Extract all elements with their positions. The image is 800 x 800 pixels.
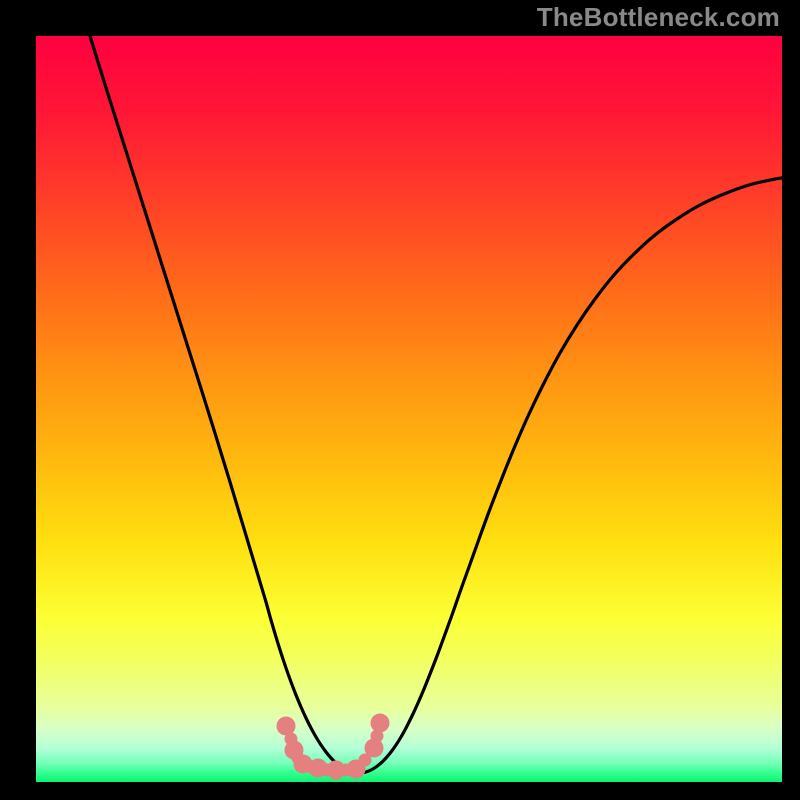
- highlight-marker: [285, 733, 298, 746]
- plot-area: [36, 36, 782, 782]
- watermark-text: TheBottleneck.com: [537, 2, 780, 33]
- gradient-background: [36, 36, 782, 782]
- highlight-marker: [292, 752, 305, 765]
- highlight-marker: [277, 717, 296, 736]
- highlight-marker: [371, 714, 390, 733]
- highlight-marker: [340, 764, 353, 777]
- highlight-marker: [359, 754, 372, 767]
- bottleneck-curve-chart: [36, 36, 782, 782]
- highlight-marker: [321, 764, 334, 777]
- highlight-marker: [371, 730, 384, 743]
- highlight-marker: [304, 761, 317, 774]
- chart-container: TheBottleneck.com: [0, 0, 800, 800]
